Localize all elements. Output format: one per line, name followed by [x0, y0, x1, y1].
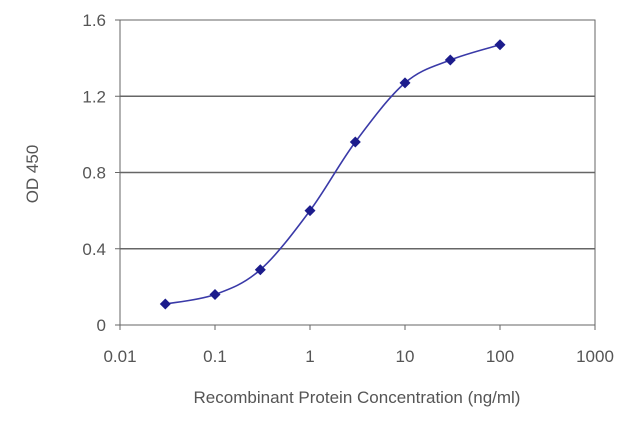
- data-point: [254, 264, 266, 276]
- point-layer: [159, 39, 506, 310]
- data-point: [444, 54, 456, 66]
- x-tick-label: 1: [305, 347, 314, 366]
- data-point: [399, 77, 411, 89]
- y-tick-label: 1.6: [82, 11, 106, 30]
- x-tick-label: 0.01: [103, 347, 136, 366]
- y-tick-label: 1.2: [82, 87, 106, 106]
- data-point: [159, 298, 171, 310]
- x-axis-label: Recombinant Protein Concentration (ng/ml…: [194, 388, 521, 407]
- data-point: [494, 39, 506, 51]
- data-point: [304, 205, 316, 217]
- y-tick-label: 0.8: [82, 164, 106, 183]
- x-tick-label: 0.1: [203, 347, 227, 366]
- y-axis-label: OD 450: [23, 145, 42, 204]
- tick-layer: 0 0.4 0.8 1.2 1.6 0.01 0.1 1 10 100 1000: [82, 11, 614, 366]
- x-tick-label: 100: [486, 347, 514, 366]
- x-tick-label: 10: [396, 347, 415, 366]
- data-point: [349, 136, 361, 148]
- series-curve: [165, 44, 501, 305]
- data-point: [209, 289, 221, 300]
- y-tick-label: 0: [97, 316, 106, 335]
- x-tick-label: 1000: [576, 347, 614, 366]
- grid-layer: [120, 95, 595, 250]
- y-tick-label: 0.4: [82, 240, 106, 259]
